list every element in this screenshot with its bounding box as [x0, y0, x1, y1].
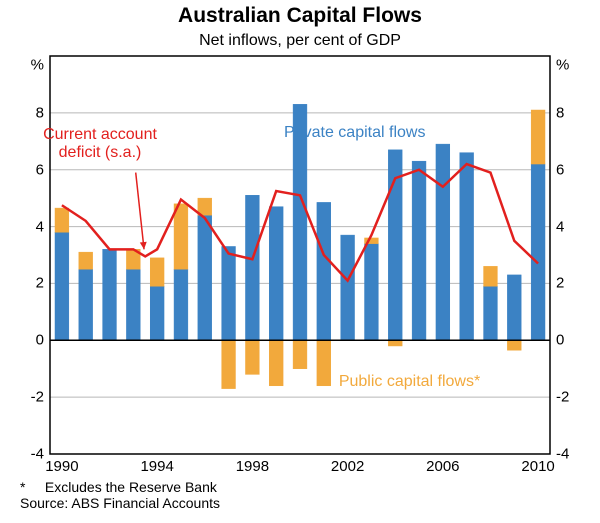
x-tick: 2010 — [521, 454, 554, 475]
bar-private — [126, 269, 140, 340]
bar-private — [531, 164, 545, 340]
bar-public — [79, 252, 93, 269]
y-tick-right: 2 — [550, 275, 564, 292]
bar-public — [484, 266, 498, 286]
chart-footnote: * Excludes the Reserve Bank Source: ABS … — [20, 479, 220, 511]
y-tick-left: 4 — [36, 218, 50, 235]
bar-private — [174, 269, 188, 340]
bar-public — [245, 340, 259, 374]
bar-private — [436, 144, 450, 340]
grid-and-line-overlay — [50, 56, 550, 454]
y-tick-left: 0 — [36, 332, 50, 349]
y-tick-left: 2 — [36, 275, 50, 292]
x-tick: 1998 — [236, 454, 269, 475]
bar-private — [103, 249, 117, 340]
bar-private — [245, 195, 259, 340]
y-tick-right: 0 — [550, 332, 564, 349]
x-tick: 1994 — [140, 454, 173, 475]
bar-private — [460, 153, 474, 341]
bar-public — [269, 340, 283, 385]
bar-private — [269, 207, 283, 341]
bar-private — [484, 286, 498, 340]
public-capital-flows-label: Public capital flows* — [339, 373, 480, 391]
bar-public — [198, 198, 212, 215]
y-tick-left: 6 — [36, 161, 50, 178]
y-tick-right: 8 — [550, 104, 564, 121]
bar-public — [317, 340, 331, 385]
x-tick: 2006 — [426, 454, 459, 475]
x-tick: 1990 — [45, 454, 78, 475]
bar-private — [317, 202, 331, 340]
bar-private — [222, 246, 236, 340]
y-axis-unit-right: % — [550, 57, 569, 74]
plot-area: -4-4-2-20022446688%%19901994199820022006… — [50, 56, 550, 454]
bar-public — [293, 340, 307, 368]
y-axis-unit-left: % — [31, 57, 50, 74]
bar-public — [531, 110, 545, 164]
private-capital-flows-label: Private capital flows — [284, 124, 425, 142]
y-tick-right: 6 — [550, 161, 564, 178]
x-tick: 2002 — [331, 454, 364, 475]
y-tick-right: 4 — [550, 218, 564, 235]
bar-public — [55, 208, 69, 232]
current-account-deficit-label: Current accountdeficit (s.a.) — [43, 126, 157, 162]
bar-private — [412, 161, 426, 340]
bar-public — [388, 340, 402, 346]
y-tick-left: -2 — [31, 389, 50, 406]
cad-annotation-arrow — [136, 173, 144, 250]
bar-private — [79, 269, 93, 340]
bar-public — [150, 258, 164, 286]
bar-private — [365, 244, 379, 341]
bar-private — [150, 286, 164, 340]
chart-subtitle: Net inflows, per cent of GDP — [0, 32, 600, 50]
y-tick-left: 8 — [36, 104, 50, 121]
bar-private — [198, 215, 212, 340]
bar-public — [507, 340, 521, 350]
bar-public — [174, 204, 188, 269]
chart-title: Australian Capital Flows — [0, 4, 600, 28]
bar-private — [507, 275, 521, 340]
bar-public — [222, 340, 236, 388]
bar-private — [55, 232, 69, 340]
y-tick-right: -2 — [550, 389, 569, 406]
bar-private — [341, 235, 355, 340]
